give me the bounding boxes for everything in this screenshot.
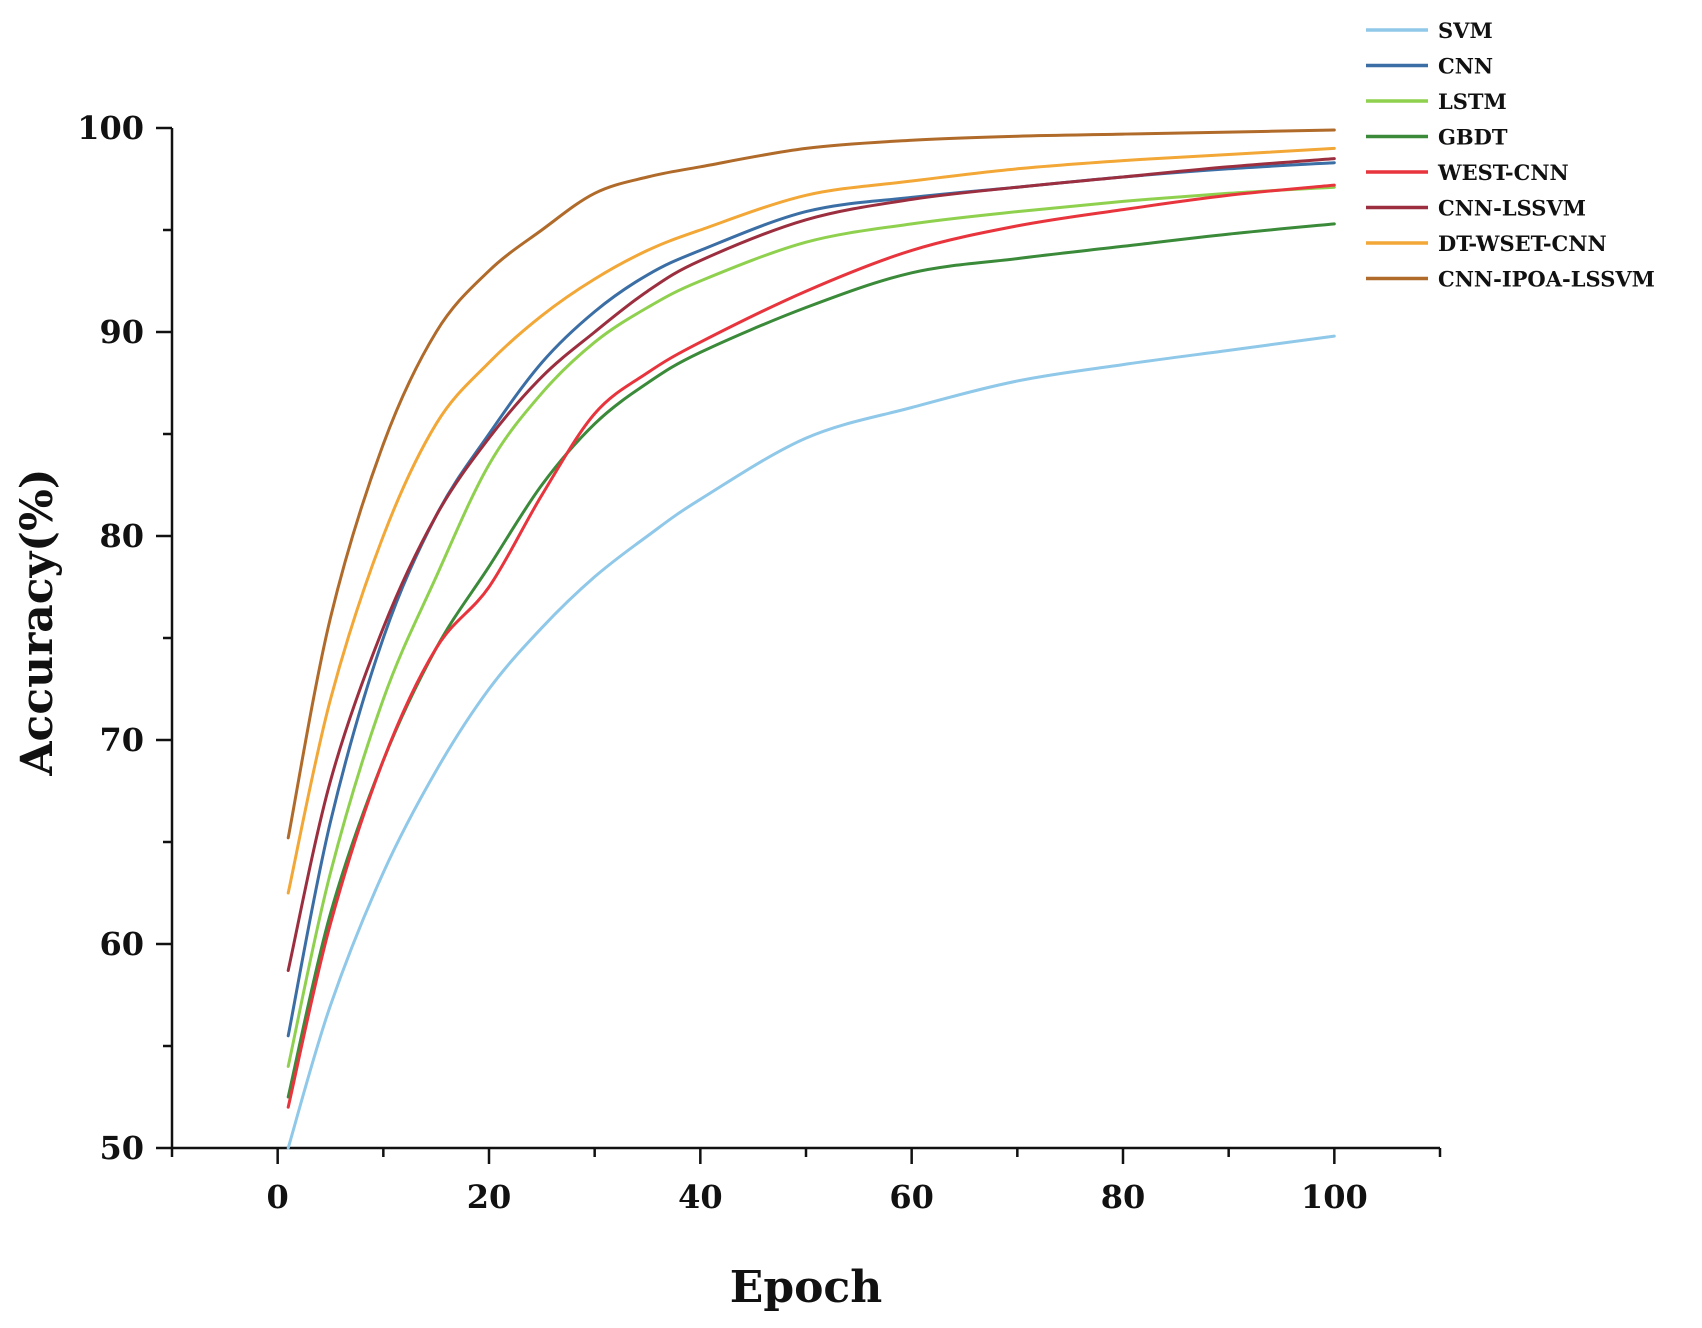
- series-line-cnn-lssvm: [286, 157, 1336, 972]
- legend-label: CNN-IPOA-LSSVM: [1438, 267, 1655, 292]
- y-tick-label: 80: [99, 517, 144, 555]
- x-tick-label: 100: [1301, 1178, 1368, 1216]
- series-layer: [286, 128, 1336, 1150]
- axes: 0 20 40 60 80 100 50 60 70 80 90 100: [77, 109, 1442, 1216]
- legend-label: SVM: [1438, 18, 1493, 43]
- y-tick-label: 50: [99, 1129, 144, 1167]
- series-line-cnn: [286, 161, 1336, 1038]
- y-tick-label: 100: [77, 109, 144, 147]
- x-tick-label: 60: [889, 1178, 934, 1216]
- x-tick-label: 80: [1101, 1178, 1146, 1216]
- legend-label: WEST-CNN: [1437, 160, 1569, 185]
- series-line-lstm: [286, 185, 1336, 1068]
- series-line-gbdt: [286, 222, 1336, 1099]
- x-tick-label: 0: [267, 1178, 289, 1216]
- y-axis-title: Accuracy(%): [12, 468, 63, 776]
- x-axis-title: Epoch: [730, 1262, 882, 1313]
- series-line-svm: [286, 334, 1336, 1150]
- series-line-cnn-ipoa-lssvm: [286, 128, 1336, 840]
- legend-label: GBDT: [1438, 125, 1508, 150]
- y-tick-label: 70: [99, 721, 144, 759]
- legend: SVM CNN LSTM GBDT WEST-CNN CNN-LSSVM DT-WSET-C…: [1366, 18, 1655, 292]
- x-tick-label: 40: [678, 1178, 723, 1216]
- legend-label: CNN-LSSVM: [1438, 196, 1586, 221]
- legend-label: CNN: [1438, 54, 1493, 79]
- series-line-dt-wset-cnn: [286, 146, 1336, 895]
- legend-label: LSTM: [1438, 89, 1507, 114]
- y-tick-label: 90: [99, 313, 144, 351]
- series-line-west-cnn: [286, 183, 1336, 1109]
- y-tick-label: 60: [99, 925, 144, 963]
- x-tick-label: 20: [467, 1178, 512, 1216]
- legend-label: DT-WSET-CNN: [1438, 231, 1607, 256]
